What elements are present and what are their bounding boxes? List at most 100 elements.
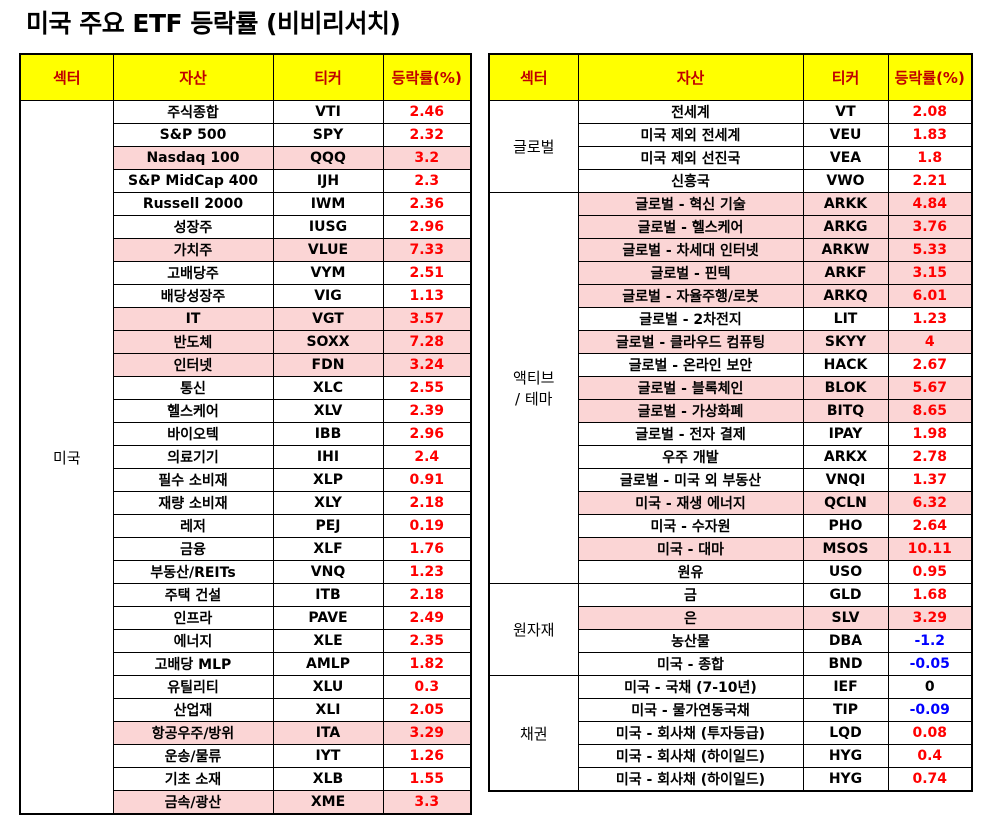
asset-cell: 에너지	[112, 629, 274, 653]
ticker-cell: IWM	[272, 192, 384, 216]
change-cell: 0.4	[887, 744, 973, 768]
table-row: 필수 소비재 XLP 0.91	[20, 468, 472, 492]
change-cell: 2.96	[382, 215, 472, 239]
asset-cell: 의료기기	[112, 445, 274, 469]
change-cell: 10.11	[887, 537, 973, 561]
asset-cell: 미국 - 재생 에너지	[577, 491, 804, 515]
asset-cell: 글로벌 - 블록체인	[577, 376, 804, 400]
ticker-cell: IBB	[272, 422, 384, 446]
asset-cell: 재량 소비재	[112, 491, 274, 515]
table-row: 성장주 IUSG 2.96	[20, 215, 472, 239]
asset-cell: 운송/물류	[112, 744, 274, 768]
table-row: 우주 개발 ARKX 2.78	[489, 445, 973, 469]
asset-cell: 글로벌 - 미국 외 부동산	[577, 468, 804, 492]
change-cell: 2.21	[887, 169, 973, 193]
ticker-cell: VNQI	[802, 468, 889, 492]
asset-cell: 미국 제외 전세계	[577, 123, 804, 147]
table-row: 미국 - 회사채 (하이일드) HYG 0.4	[489, 744, 973, 768]
asset-cell: 주택 건설	[112, 583, 274, 607]
table-row: 글로벌 - 온라인 보안 HACK 2.67	[489, 353, 973, 377]
ticker-cell: XLY	[272, 491, 384, 515]
table-row: IT VGT 3.57	[20, 307, 472, 331]
change-cell: 1.55	[382, 767, 472, 791]
change-cell: 0.08	[887, 721, 973, 745]
ticker-cell: VGT	[272, 307, 384, 331]
change-cell: 2.51	[382, 261, 472, 285]
ticker-cell: ARKG	[802, 215, 889, 239]
change-cell: 1.98	[887, 422, 973, 446]
header-sector: 섹터	[19, 53, 114, 101]
ticker-cell: IJH	[272, 169, 384, 193]
ticker-cell: IHI	[272, 445, 384, 469]
table-row: 글로벌 - 핀텍 ARKF 3.15	[489, 261, 973, 285]
table-row: 기초 소재 XLB 1.55	[20, 767, 472, 791]
table-row: 에너지 XLE 2.35	[20, 629, 472, 653]
table-row: 미국 - 회사채 (하이일드) HYG 0.74	[489, 767, 973, 792]
asset-cell: 미국 - 국채 (7-10년)	[577, 675, 804, 699]
ticker-cell: XLB	[272, 767, 384, 791]
asset-cell: 미국 - 회사채 (하이일드)	[577, 744, 804, 768]
asset-cell: 우주 개발	[577, 445, 804, 469]
change-cell: 2.35	[382, 629, 472, 653]
table-row: 레저 PEJ 0.19	[20, 514, 472, 538]
asset-cell: 글로벌 - 헬스케어	[577, 215, 804, 239]
table-row: 미국 - 대마 MSOS 10.11	[489, 537, 973, 561]
table-row: 액티브 / 테마 글로벌 - 혁신 기술 ARKK 4.84	[488, 192, 973, 584]
change-cell: 8.65	[887, 399, 973, 423]
ticker-cell: VT	[802, 100, 889, 124]
table-row: 채권 미국 - 국채 (7-10년) IEF 0	[488, 675, 973, 792]
change-cell: 7.33	[382, 238, 472, 262]
change-cell: -0.05	[887, 652, 973, 676]
change-cell: 0.19	[382, 514, 472, 538]
asset-cell: 기초 소재	[112, 767, 274, 791]
ticker-cell: VEA	[802, 146, 889, 170]
ticker-cell: XLP	[272, 468, 384, 492]
ticker-cell: HACK	[802, 353, 889, 377]
asset-cell: Nasdaq 100	[112, 146, 274, 170]
table-row: 통신 XLC 2.55	[20, 376, 472, 400]
ticker-cell: QQQ	[272, 146, 384, 170]
change-cell: 2.05	[382, 698, 472, 722]
change-cell: 2.4	[382, 445, 472, 469]
change-cell: 3.24	[382, 353, 472, 377]
change-cell: 5.67	[887, 376, 973, 400]
header-ticker: 티커	[802, 53, 889, 101]
ticker-cell: DBA	[802, 629, 889, 653]
change-cell: 5.33	[887, 238, 973, 262]
ticker-cell: SKYY	[802, 330, 889, 354]
change-cell: 1.23	[887, 307, 973, 331]
asset-cell: 성장주	[112, 215, 274, 239]
change-cell: 1.68	[887, 583, 973, 607]
asset-cell: 금융	[112, 537, 274, 561]
change-cell: 2.36	[382, 192, 472, 216]
change-cell: 2.64	[887, 514, 973, 538]
change-cell: 1.26	[382, 744, 472, 768]
ticker-cell: VLUE	[272, 238, 384, 262]
asset-cell: 전세계	[577, 100, 804, 124]
change-cell: 1.82	[382, 652, 472, 676]
table-row: 농산물 DBA -1.2	[489, 629, 973, 653]
ticker-cell: HYG	[802, 767, 889, 792]
change-cell: 2.39	[382, 399, 472, 423]
ticker-cell: XLF	[272, 537, 384, 561]
ticker-cell: BITQ	[802, 399, 889, 423]
change-cell: 2.18	[382, 491, 472, 515]
asset-cell: 미국 제외 선진국	[577, 146, 804, 170]
asset-cell: 통신	[112, 376, 274, 400]
asset-cell: 고배당 MLP	[112, 652, 274, 676]
table-row: 글로벌 전세계 VT 2.08	[488, 100, 973, 193]
ticker-cell: BLOK	[802, 376, 889, 400]
asset-cell: 필수 소비재	[112, 468, 274, 492]
change-cell: 2.67	[887, 353, 973, 377]
change-cell: 1.37	[887, 468, 973, 492]
asset-cell: 글로벌 - 전자 결제	[577, 422, 804, 446]
header-asset: 자산	[112, 53, 274, 101]
change-cell: 2.49	[382, 606, 472, 630]
asset-cell: 글로벌 - 핀텍	[577, 261, 804, 285]
asset-cell: 글로벌 - 가상화폐	[577, 399, 804, 423]
asset-cell: 바이오텍	[112, 422, 274, 446]
ticker-cell: HYG	[802, 744, 889, 768]
asset-cell: 배당성장주	[112, 284, 274, 308]
change-cell: 0.95	[887, 560, 973, 584]
ticker-cell: SOXX	[272, 330, 384, 354]
